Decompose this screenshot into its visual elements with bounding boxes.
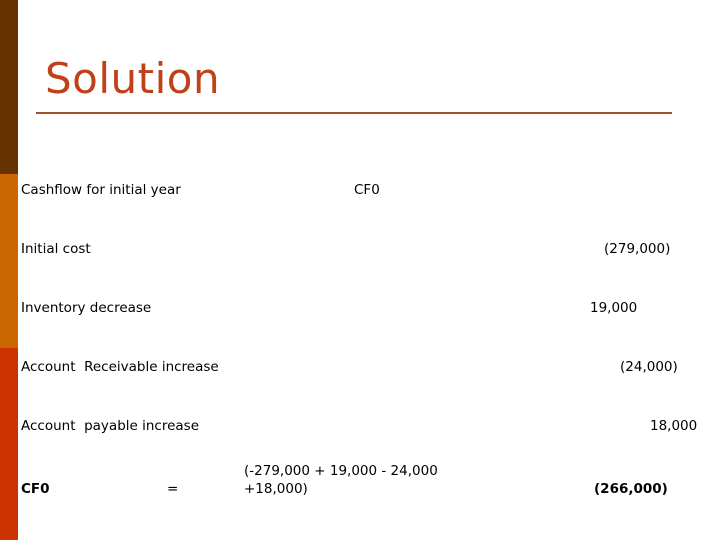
formula-line-2: +18,000) — [244, 481, 308, 497]
total-label: CF0 — [21, 481, 50, 497]
title-underline — [36, 112, 672, 114]
equals-sign: = — [167, 481, 179, 497]
accent-bar-middle — [0, 174, 18, 348]
header-column: CF0 — [354, 182, 380, 198]
total-value: (266,000) — [594, 481, 668, 497]
row-label: Account Receivable increase — [21, 359, 219, 375]
accent-bar-bottom — [0, 348, 18, 540]
row-value: 18,000 — [650, 418, 698, 434]
formula-line-1: (-279,000 + 19,000 - 24,000 — [244, 463, 438, 479]
accent-bar-top — [0, 0, 18, 174]
row-label: Inventory decrease — [21, 300, 152, 316]
row-label: Initial cost — [21, 241, 91, 257]
row-value: (24,000) — [620, 359, 678, 375]
slide-title: Solution — [45, 54, 221, 103]
row-value: (279,000) — [604, 241, 671, 257]
row-label: Account payable increase — [21, 418, 200, 434]
header-label: Cashflow for initial year — [21, 182, 181, 198]
row-value: 19,000 — [590, 300, 638, 316]
